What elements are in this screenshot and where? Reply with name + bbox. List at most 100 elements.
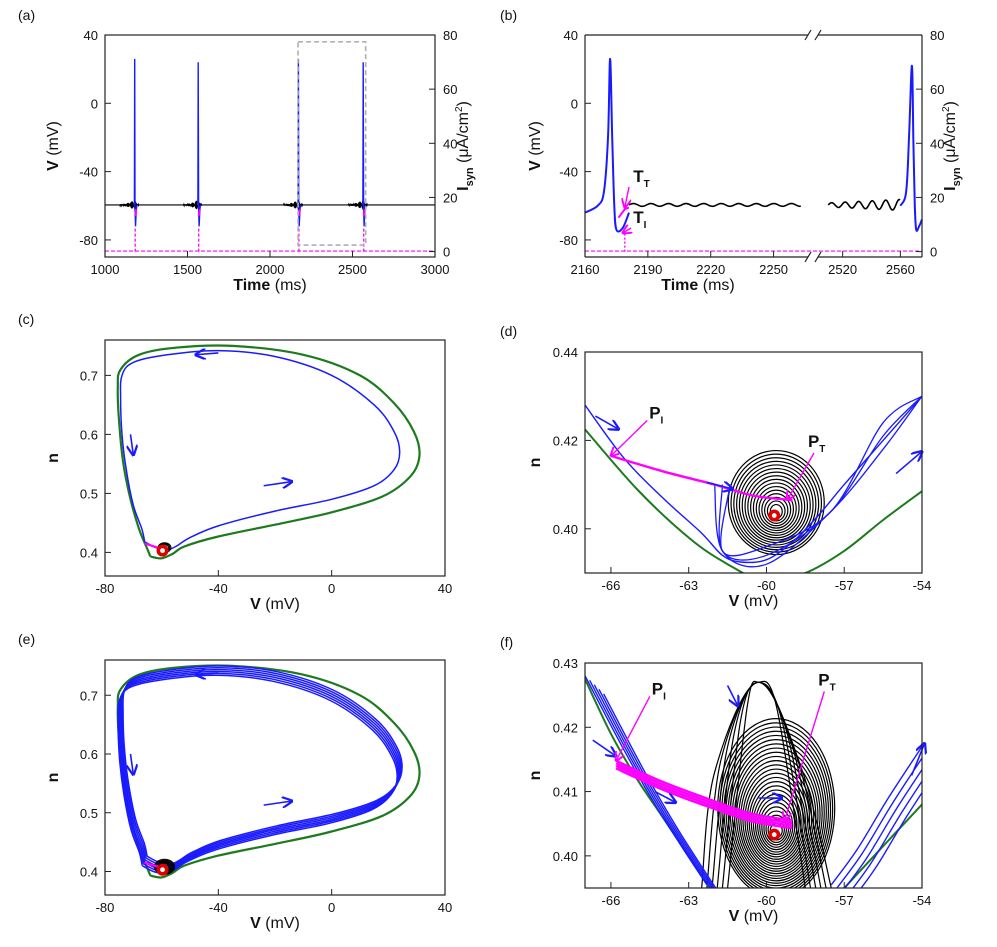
y-tick-label: 0 (571, 96, 578, 111)
limit-cycle (116, 664, 421, 879)
oscillation-ring (765, 814, 788, 844)
plot-frame (584, 351, 923, 574)
y-tick-label: 0 (443, 245, 450, 260)
pi-to-pt-path (615, 764, 793, 827)
flow-arrow-3 (263, 482, 292, 486)
axis-break-mark (804, 251, 812, 263)
y-tick-label: 0.43 (553, 656, 578, 671)
pi-to-pt-path (615, 759, 793, 822)
trajectory-6 (122, 665, 403, 865)
v-trace-oscillation (105, 199, 435, 210)
zoom-box (297, 41, 367, 246)
pi-label: PI (652, 679, 666, 702)
y-tick-label: 40 (564, 28, 578, 43)
spike-left (584, 57, 630, 233)
trajectory-branch (720, 395, 922, 557)
trajectory_right-4 (852, 779, 922, 888)
oscillation-ring (747, 475, 806, 539)
fixed-point-center (160, 548, 165, 554)
x-tick-label: 2500 (338, 262, 367, 277)
y-tick-label: 0.40 (553, 849, 578, 864)
y-tick-label: 60 (930, 82, 944, 97)
trajectory-5 (121, 667, 402, 867)
oscillation-ring (755, 485, 797, 532)
panel-label-d: (d) (500, 323, 517, 339)
panel-label-e: (e) (18, 631, 35, 647)
panel-label-f: (f) (500, 634, 513, 650)
trajectory-1 (117, 674, 398, 875)
v-trace-quiet (628, 202, 801, 208)
oscillation-ring (752, 789, 800, 858)
y-tick-label: 0.7 (80, 368, 98, 383)
panel-c: 0.4 0.5 0.6 0.7 -80 -40 0 40 V (mV) n (c) (18, 311, 452, 613)
y-tick-label: 0.40 (553, 522, 578, 537)
flow-arrow-1 (196, 353, 219, 355)
x-tick-label: 2560 (886, 262, 915, 277)
y-tick-label: 80 (443, 28, 457, 43)
x-tick-label: -57 (835, 578, 854, 593)
pi-arrow (616, 696, 651, 760)
fixed-point-center (771, 513, 777, 518)
oscillation-ring (761, 493, 792, 527)
y-tick-label: -40 (79, 165, 98, 180)
y-tick-label: 0.6 (80, 747, 98, 762)
trajectory (119, 349, 401, 551)
y-tick-label: 0.5 (80, 806, 98, 821)
trajectory (585, 395, 922, 564)
trajectory_right-5 (860, 791, 922, 888)
oscillation-ring (764, 496, 789, 524)
panel-b: TT TI -80 -40 0 40 0 20 40 60 80 2160 2190 2220 2250 25… (500, 7, 963, 294)
isyn-marker-4 (362, 208, 366, 217)
x-tick-label: -66 (602, 893, 621, 908)
y-tick-label: 0.44 (553, 345, 578, 360)
tt-arrow (625, 186, 629, 207)
y-tick-label: 0.4 (80, 545, 98, 560)
axis-break-mark (814, 29, 822, 41)
y-tick-label: 60 (443, 82, 457, 97)
y-tick-label: 0.41 (553, 785, 578, 800)
flow-arrow-2 (131, 753, 134, 775)
trajectory-5 (603, 693, 717, 888)
y-tick-label: 0.42 (553, 433, 578, 448)
oscillation-ring (744, 471, 809, 541)
x-tick-label: -60 (757, 893, 776, 908)
panel-f: PI PT 0.40 0.41 0.42 0.43 -66 -63 -60 -57 -54 V (mV… (500, 634, 931, 925)
plot-frame (104, 34, 436, 258)
y-axis-label: n (45, 773, 62, 783)
flow-arrow-2 (706, 482, 733, 489)
x-tick-label: 2160 (571, 262, 600, 277)
y-tick-label: 0.5 (80, 486, 98, 501)
flow-arrow-1 (594, 415, 618, 429)
x-tick-label: -63 (679, 578, 698, 593)
ti-arrow (623, 228, 631, 233)
x-tick-label: 0 (328, 581, 335, 596)
panel-label-a: (a) (18, 7, 35, 23)
y-tick-label: 20 (930, 190, 944, 205)
x-tick-label: -80 (96, 900, 115, 915)
isyn-marker-3 (297, 209, 301, 217)
x-tick-label: -80 (96, 581, 115, 596)
y2-axis-label: Isyn (μA/cm2) (941, 101, 963, 191)
flow-arrow-3 (263, 801, 292, 805)
limit_cycle (585, 428, 922, 573)
trajectory-3 (593, 684, 714, 888)
pi-to-pt-path (615, 767, 793, 830)
trajectory-2 (589, 680, 712, 888)
x-tick-label: 40 (438, 581, 452, 596)
panel-label-c: (c) (18, 311, 34, 327)
x-tick-label: 40 (438, 900, 452, 915)
y-tick-label: 0.42 (553, 720, 578, 735)
oscillation-ring (752, 482, 800, 534)
y-tick-label: 40 (443, 136, 457, 151)
plot-frame (104, 659, 446, 896)
ti-label: TI (633, 208, 646, 231)
plot-area (585, 675, 922, 888)
x-tick-label: 1500 (173, 262, 202, 277)
trajectory-4 (120, 668, 401, 869)
oscillation-ring (750, 478, 803, 536)
oscillation-ring (730, 453, 823, 553)
y-tick-label: 0.4 (80, 865, 98, 880)
pt-arrow (787, 452, 815, 500)
trajectory-4 (598, 689, 715, 888)
